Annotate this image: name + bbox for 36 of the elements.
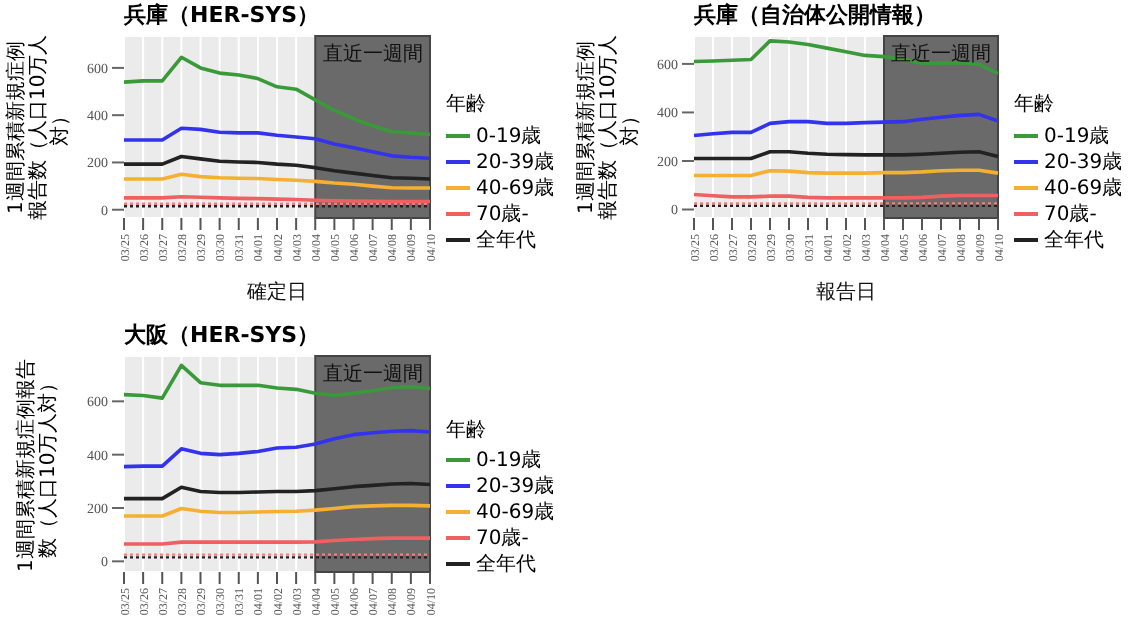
legend-label: 70歳-	[1044, 201, 1097, 227]
chart-title: 兵庫（HER-SYS）	[122, 0, 322, 32]
chart-title: 大阪（HER-SYS）	[122, 320, 322, 352]
legend-label: 0-19歳	[476, 123, 542, 149]
line-series	[122, 154, 432, 181]
band-label: 直近一週間	[891, 42, 991, 67]
line-series	[122, 126, 432, 160]
legend-title: 年齢	[1014, 91, 1056, 118]
legend-label: 20-39歳	[476, 149, 555, 175]
y-axis-title: 1週間累積新規症例報告数（人口10万人対）	[575, 32, 641, 222]
x-axis-title: 確定日	[245, 280, 307, 304]
line-series	[122, 363, 432, 400]
legend-label: 20-39歳	[476, 473, 555, 500]
line-series	[122, 428, 432, 469]
legend-label: 70歳-	[476, 525, 529, 552]
legend-title: 年齢	[446, 417, 488, 443]
legend-label: 0-19歳	[476, 447, 542, 474]
legend-label: 40-69歳	[476, 499, 555, 526]
legend-label: 20-39歳	[1044, 149, 1123, 175]
line-series	[122, 481, 432, 501]
legend-title: 年齢	[446, 91, 488, 118]
x-axis-title: 報告日	[816, 280, 876, 304]
legend-label: 70歳-	[476, 201, 529, 227]
line-series	[122, 172, 432, 190]
legend-label: 0-19歳	[1044, 123, 1110, 149]
y-axis-title: 1週間累積新規症例報告数（人口10万人対）	[5, 32, 71, 222]
legend-label: 全年代	[476, 227, 536, 253]
y-axis-title: 1週間累積新規症例報告数（人口10万人対）	[16, 357, 60, 577]
band-label: 直近一週間	[322, 42, 423, 67]
line-series	[692, 112, 1000, 138]
chart-title: 兵庫（自治体公開情報）	[692, 0, 938, 32]
legend-label: 全年代	[1044, 227, 1104, 253]
band-label: 直近一週間	[322, 362, 423, 387]
legend-label: 40-69歳	[476, 175, 555, 201]
legend-label: 40-69歳	[1044, 175, 1123, 201]
legend-label: 全年代	[476, 552, 536, 578]
